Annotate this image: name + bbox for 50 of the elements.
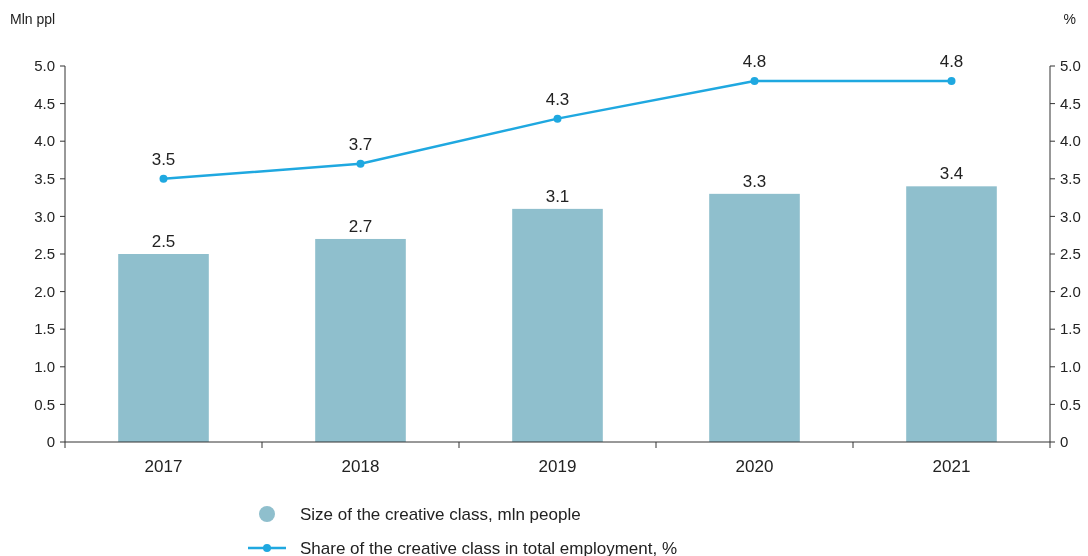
bar [906, 186, 997, 442]
data-label: 2.7 [348, 216, 373, 236]
y2-tick-label: 1.0 [1060, 358, 1081, 376]
y-tick-label: 3.5 [34, 170, 55, 188]
x-tick-label: 2020 [735, 457, 774, 476]
x-tick-label: 2018 [341, 457, 380, 476]
y2-tick-label: 0.5 [1060, 395, 1081, 413]
point [159, 174, 168, 183]
point [750, 77, 759, 86]
point [553, 114, 562, 123]
y-tick-label: 4.5 [34, 94, 55, 112]
y-tick-label: 1.5 [34, 320, 55, 338]
y-tick-label: 2.5 [34, 245, 55, 263]
y-axis-title: Mln ppl [10, 11, 56, 27]
data-label: 2.5 [151, 232, 176, 251]
y2-tick-label: 2.0 [1060, 282, 1081, 300]
bar [512, 208, 603, 442]
data-label: 4.3 [545, 89, 570, 109]
x-tick-label: 2021 [932, 457, 971, 476]
data-label: 3.1 [545, 186, 570, 206]
data-label: 3.4 [939, 164, 964, 184]
y-tick-label: 0.5 [34, 395, 55, 413]
y2-tick-label: 4.0 [1060, 132, 1081, 150]
x-tick-label: 2017 [144, 457, 183, 476]
bar [118, 254, 209, 442]
y-tick-label: 2.0 [34, 282, 55, 300]
legend-label: Size of the creative class, mln people [300, 504, 581, 524]
y-tick-label: 3.0 [34, 207, 55, 225]
data-label: 3.7 [348, 134, 373, 154]
data-label: 3.5 [151, 149, 176, 169]
y2-tick-label: 5.0 [1060, 57, 1081, 75]
y2-axis-title: % [1063, 11, 1076, 27]
bar [315, 238, 406, 442]
data-label: 3.3 [742, 171, 767, 191]
bar [709, 193, 800, 442]
y-tick-label: 4.0 [34, 132, 55, 150]
y-tick-label: 1.0 [34, 358, 55, 376]
y2-tick-label: 1.5 [1060, 320, 1081, 338]
data-label: 4.8 [939, 52, 964, 72]
y-tick-label: 0 [46, 433, 55, 451]
y2-tick-label: 3.5 [1060, 170, 1081, 188]
x-tick-label: 2019 [538, 457, 577, 476]
y2-tick-label: 4.5 [1060, 94, 1081, 112]
point [356, 159, 365, 168]
point [947, 77, 956, 86]
data-label: 4.8 [742, 52, 767, 72]
y2-tick-label: 0 [1060, 433, 1069, 451]
y-tick-label: 5.0 [34, 57, 55, 75]
y2-tick-label: 3.0 [1060, 207, 1081, 225]
y2-tick-label: 2.5 [1060, 245, 1081, 263]
